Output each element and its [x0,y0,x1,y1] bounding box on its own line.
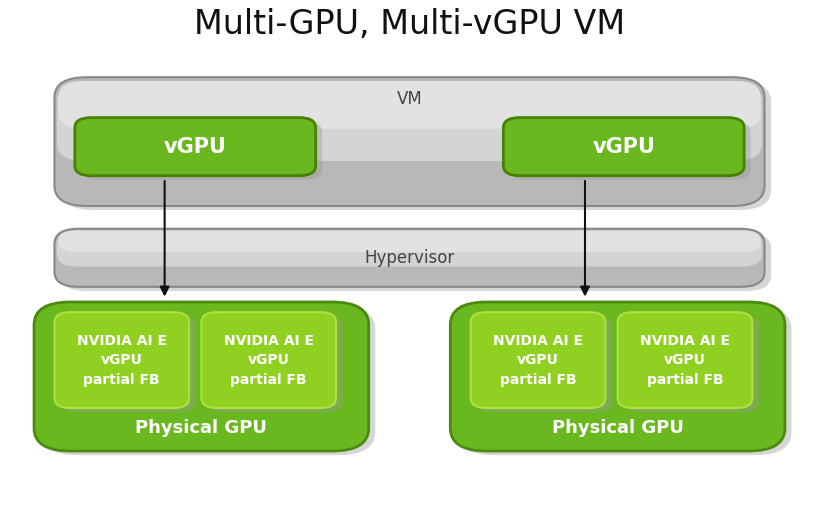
FancyBboxPatch shape [504,117,744,176]
FancyBboxPatch shape [57,84,762,161]
FancyBboxPatch shape [54,229,765,287]
Text: NVIDIA AI E
vGPU
partial FB: NVIDIA AI E vGPU partial FB [493,334,583,387]
FancyBboxPatch shape [75,117,315,176]
FancyBboxPatch shape [624,316,759,412]
Text: NVIDIA AI E
vGPU
partial FB: NVIDIA AI E vGPU partial FB [77,334,167,387]
Text: Multi-GPU, Multi-vGPU VM: Multi-GPU, Multi-vGPU VM [194,8,625,41]
Text: Hypervisor: Hypervisor [364,249,455,267]
FancyBboxPatch shape [54,312,189,408]
FancyBboxPatch shape [510,121,751,180]
Text: vGPU: vGPU [164,137,227,156]
FancyBboxPatch shape [61,233,771,291]
FancyBboxPatch shape [54,77,765,206]
FancyBboxPatch shape [61,316,196,412]
FancyBboxPatch shape [450,302,785,451]
FancyBboxPatch shape [58,81,761,129]
FancyBboxPatch shape [81,121,322,180]
Text: Physical GPU: Physical GPU [552,419,684,437]
FancyBboxPatch shape [34,302,369,451]
FancyBboxPatch shape [57,232,762,267]
Text: NVIDIA AI E
vGPU
partial FB: NVIDIA AI E vGPU partial FB [640,334,730,387]
FancyBboxPatch shape [471,312,605,408]
FancyBboxPatch shape [61,81,771,210]
FancyBboxPatch shape [618,312,753,408]
FancyBboxPatch shape [201,312,336,408]
FancyBboxPatch shape [41,306,375,455]
FancyBboxPatch shape [58,231,761,252]
FancyBboxPatch shape [457,306,791,455]
Text: Physical GPU: Physical GPU [135,419,267,437]
FancyBboxPatch shape [477,316,612,412]
Text: NVIDIA AI E
vGPU
partial FB: NVIDIA AI E vGPU partial FB [224,334,314,387]
Text: vGPU: vGPU [592,137,655,156]
Text: VM: VM [396,90,423,108]
FancyBboxPatch shape [208,316,342,412]
